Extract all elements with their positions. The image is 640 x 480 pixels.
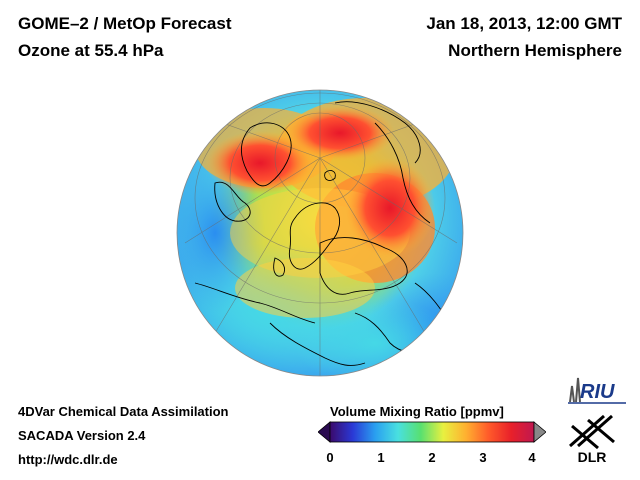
colorbar-tick: 3 <box>479 450 487 465</box>
colorbar-tick: 2 <box>428 450 436 465</box>
hemisphere-label: Northern Hemisphere <box>448 41 622 60</box>
colorbar-max-arrow <box>533 421 546 443</box>
colorbar-tick: 4 <box>528 450 536 465</box>
colorbar <box>318 421 546 443</box>
colorbar-tick: 1 <box>377 450 385 465</box>
colorbar-min-arrow <box>318 421 331 443</box>
dlr-logo-text: DLR <box>578 449 607 465</box>
riu-logo-text: RIU <box>580 381 615 403</box>
map-subtitle: Ozone at 55.4 hPa <box>18 41 164 60</box>
riu-logo: RIU <box>568 377 626 404</box>
colorbar-gradient <box>329 421 535 443</box>
source-url: http://wdc.dlr.de <box>18 452 118 467</box>
map-title: GOME–2 / MetOp Forecast <box>18 14 232 33</box>
ozone-globe-map <box>176 89 464 377</box>
method-label: 4DVar Chemical Data Assimilation <box>18 404 229 419</box>
colorbar-tick: 0 <box>326 450 334 465</box>
version-label: SACADA Version 2.4 <box>18 428 146 443</box>
dlr-logo: DLR <box>569 414 615 465</box>
forecast-date: Jan 18, 2013, 12:00 GMT <box>426 14 622 33</box>
colorbar-title: Volume Mixing Ratio [ppmv] <box>330 404 504 419</box>
